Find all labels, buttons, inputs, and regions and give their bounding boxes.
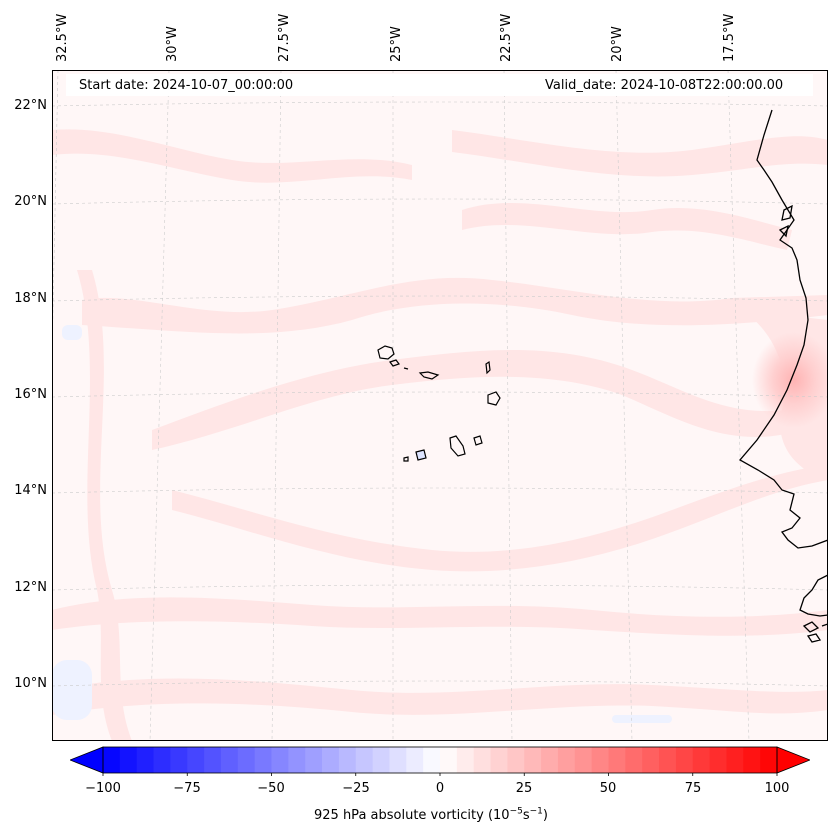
- lon-label-27-5w: 27.5°W: [277, 13, 292, 62]
- colorbar-cell: [591, 747, 609, 773]
- colorbar-cell: [557, 747, 576, 773]
- lat-label-14n: 14°N: [14, 483, 47, 498]
- colorbar-tick-label: −75: [173, 781, 201, 796]
- vorticity-hotspot: [752, 332, 828, 428]
- colorbar-tick-label: −25: [342, 781, 370, 796]
- lat-label-16n: 16°N: [14, 387, 47, 402]
- colorbar-max-extend: [776, 746, 810, 774]
- lon-label-30w: 30°W: [165, 26, 180, 62]
- start-date-label: Start date: 2024-10-07_00:00:00: [79, 77, 294, 95]
- colorbar-cell: [119, 747, 138, 773]
- cape-verde-islands: [377, 345, 501, 462]
- lat-label-20n: 20°N: [14, 194, 47, 209]
- colorbar-cell: [608, 747, 626, 773]
- colorbar-cell: [659, 747, 677, 773]
- colorbar-cell: [456, 747, 475, 773]
- colorbar-ticks: [102, 773, 778, 776]
- colorbar-cell: [305, 747, 323, 773]
- lat-label-22n: 22°N: [14, 98, 47, 113]
- colorbar-cell: [372, 747, 390, 773]
- colorbar-tick-label: −100: [85, 781, 121, 796]
- lat-label-12n: 12°N: [14, 580, 47, 595]
- colorbar-cells: [103, 747, 778, 773]
- colorbar-cell: [136, 747, 155, 773]
- vorticity-map: [52, 70, 828, 741]
- colorbar-cell: [237, 747, 256, 773]
- colorbar-tick-label: 25: [515, 781, 533, 796]
- colorbar-cell: [103, 747, 121, 773]
- colorbar-cell: [709, 747, 727, 773]
- colorbar-tick-label: 75: [684, 781, 702, 796]
- colorbar-cell: [675, 747, 694, 773]
- colorbar-tick-label: 100: [764, 781, 790, 796]
- lon-label-17-5w: 17.5°W: [722, 13, 737, 62]
- colorbar-cell: [490, 747, 508, 773]
- colorbar-cell: [220, 747, 239, 773]
- lon-label-22-5w: 22.5°W: [499, 13, 514, 62]
- valid-date-label: Valid_date: 2024-10-08T22:00:00.00: [545, 77, 784, 95]
- colorbar-cell: [288, 747, 306, 773]
- colorbar-cell: [760, 747, 778, 773]
- colorbar-cell: [355, 747, 374, 773]
- lon-label-20w: 20°W: [610, 26, 625, 62]
- african-coastline: [738, 109, 828, 549]
- colorbar-tick-label: 50: [599, 781, 617, 796]
- negative-vorticity-patches: [52, 325, 672, 723]
- colorbar-tick-label: 0: [435, 781, 445, 796]
- colorbar-cell: [153, 747, 171, 773]
- colorbar-cell: [440, 747, 458, 773]
- colorbar-cell: [473, 747, 492, 773]
- colorbar-cell: [271, 747, 289, 773]
- colorbar-min-extend: [70, 746, 104, 774]
- graticule: [52, 70, 828, 741]
- colorbar-cell: [524, 747, 542, 773]
- colorbar-cell: [642, 747, 660, 773]
- colorbar-cell: [423, 747, 441, 773]
- colorbar-title: 925 hPa absolute vorticity (10−5s−1): [314, 806, 548, 823]
- colorbar-cell: [625, 747, 643, 773]
- colorbar-cell: [322, 747, 340, 773]
- colorbar-cell: [726, 747, 744, 773]
- lat-label-18n: 18°N: [14, 291, 47, 306]
- colorbar-cell: [170, 747, 188, 773]
- colorbar-cell: [541, 747, 559, 773]
- colorbar-cell: [204, 747, 222, 773]
- coastline-guinea: [799, 574, 828, 617]
- lat-label-10n: 10°N: [14, 676, 47, 691]
- colorbar-cell: [507, 747, 525, 773]
- coastline-north-islands: [778, 204, 793, 238]
- colorbar-cell: [254, 747, 272, 773]
- colorbar-cell: [574, 747, 593, 773]
- colorbar-cell: [692, 747, 711, 773]
- colorbar-cell: [338, 747, 357, 773]
- lon-label-32-5w: 32.5°W: [55, 13, 70, 62]
- colorbar-cell: [743, 747, 761, 773]
- colorbar-cell: [187, 747, 205, 773]
- colorbar: [70, 746, 810, 776]
- colorbar-cell: [406, 747, 424, 773]
- colorbar-tick-label: −50: [257, 781, 285, 796]
- lon-label-25w: 25°W: [389, 26, 404, 62]
- colorbar-cell: [389, 747, 407, 773]
